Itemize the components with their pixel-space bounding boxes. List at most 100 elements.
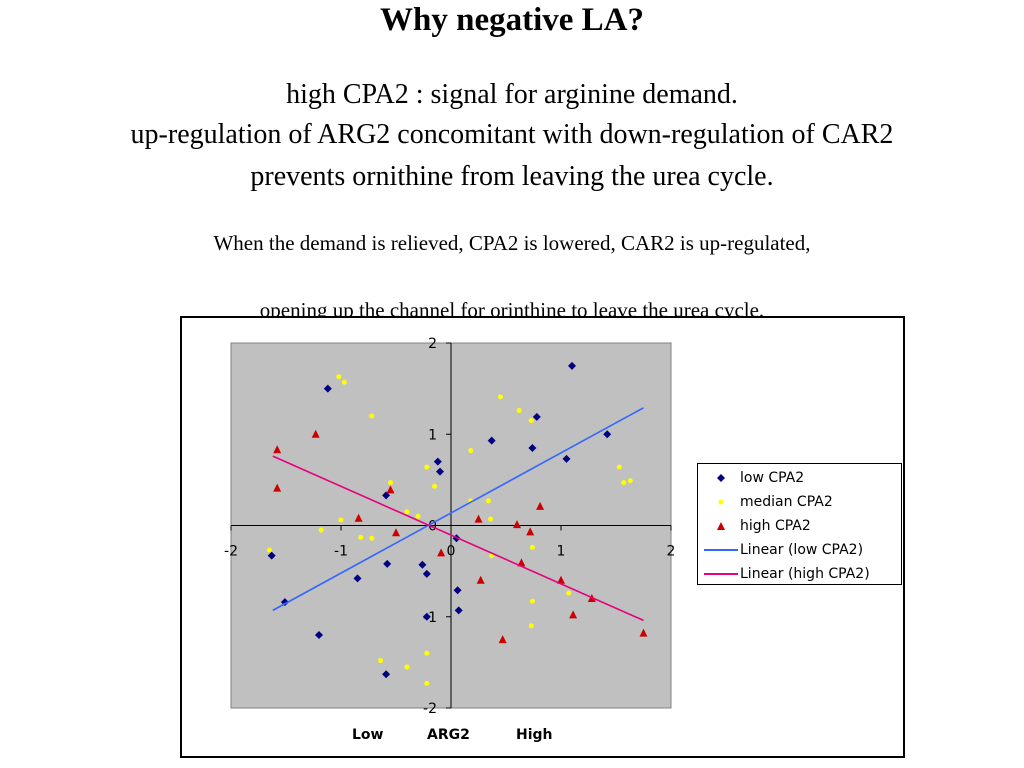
- data-point-low-cpa2: [315, 631, 323, 639]
- data-point-low-cpa2: [454, 606, 463, 615]
- data-point-high-cpa2: [569, 610, 578, 619]
- x-tick-label: 2: [667, 544, 676, 560]
- data-point-median-cpa2: [369, 413, 375, 419]
- data-point-high-cpa2: [498, 635, 507, 644]
- data-point-median-cpa2: [424, 680, 430, 686]
- legend-label: Linear (high CPA2): [740, 566, 870, 582]
- data-point-median-cpa2: [627, 478, 633, 484]
- data-point-low-cpa2: [603, 430, 612, 439]
- data-point-median-cpa2: [388, 480, 393, 486]
- data-point-high-cpa2: [392, 528, 400, 537]
- data-point-median-cpa2: [318, 527, 324, 533]
- data-point-high-cpa2: [437, 548, 446, 557]
- subtitle-line-2: up-regulation of ARG2 concomitant with d…: [130, 119, 894, 150]
- data-point-high-cpa2: [474, 514, 483, 523]
- data-point-low-cpa2: [532, 412, 541, 421]
- legend-label: median CPA2: [740, 494, 833, 510]
- data-point-median-cpa2: [498, 394, 503, 400]
- dot-marker-icon: [702, 497, 740, 507]
- data-point-high-cpa2: [273, 483, 282, 492]
- x-axis-label-arg2: ARG2: [427, 727, 470, 743]
- data-point-low-cpa2: [422, 612, 431, 621]
- data-point-median-cpa2: [424, 464, 430, 470]
- note-line-1: When the demand is relieved, CPA2 is low…: [213, 231, 811, 255]
- data-point-low-cpa2: [382, 670, 391, 679]
- data-point-low-cpa2: [453, 586, 462, 595]
- data-point-low-cpa2: [436, 467, 444, 476]
- data-point-median-cpa2: [529, 598, 535, 604]
- data-point-low-cpa2: [487, 436, 496, 445]
- subtitle-line-3: prevents ornithine from leaving the urea…: [250, 161, 774, 192]
- data-point-median-cpa2: [358, 534, 364, 540]
- x-axis-label-high: High: [516, 727, 553, 743]
- data-point-high-cpa2: [354, 513, 363, 522]
- subtitle-line-1: high CPA2 : signal for arginine demand.: [286, 79, 738, 110]
- data-point-median-cpa2: [338, 517, 344, 523]
- data-point-median-cpa2: [424, 650, 430, 656]
- y-tick-label: -2: [423, 701, 437, 717]
- data-point-low-cpa2: [422, 569, 431, 578]
- data-point-high-cpa2: [513, 520, 521, 529]
- y-tick-label: 1: [428, 427, 437, 443]
- data-point-high-cpa2: [386, 485, 395, 494]
- data-point-median-cpa2: [267, 547, 272, 553]
- data-point-low-cpa2: [353, 574, 362, 583]
- trendline-high-cpa2: [272, 455, 644, 622]
- data-point-low-cpa2: [433, 457, 442, 466]
- data-point-low-cpa2: [383, 559, 392, 568]
- chart-legend: low CPA2 median CPA2 high CPA2 Linear (l…: [697, 463, 902, 585]
- legend-item-linear-high-cpa2: Linear (high CPA2): [702, 562, 901, 586]
- x-tick-label: -2: [224, 544, 238, 560]
- y-tick-label: 2: [428, 336, 437, 352]
- x-tick-label: 0: [447, 544, 456, 560]
- line-swatch-icon: [702, 548, 740, 552]
- legend-item-low-cpa2: low CPA2: [702, 466, 901, 490]
- data-point-median-cpa2: [516, 408, 522, 414]
- data-point-high-cpa2: [536, 501, 545, 510]
- x-axis-label-low: Low: [352, 727, 384, 743]
- data-point-median-cpa2: [369, 535, 375, 541]
- data-point-high-cpa2: [557, 575, 565, 584]
- legend-item-linear-low-cpa2: Linear (low CPA2): [702, 538, 901, 562]
- trendline-low-cpa2: [272, 407, 644, 612]
- data-point-median-cpa2: [485, 498, 491, 504]
- data-point-high-cpa2: [517, 558, 526, 567]
- data-point-median-cpa2: [468, 448, 474, 454]
- data-point-high-cpa2: [273, 445, 282, 454]
- x-tick-label: 1: [557, 544, 566, 560]
- data-point-low-cpa2: [267, 551, 276, 560]
- chart-frame: -2-1012210-1-2 low CPA2 median CPA2 high…: [180, 316, 905, 758]
- data-point-high-cpa2: [526, 527, 535, 536]
- scatter-chart: -2-1012210-1-2: [224, 336, 676, 717]
- data-point-high-cpa2: [476, 575, 485, 584]
- data-point-high-cpa2: [311, 429, 320, 438]
- data-point-median-cpa2: [621, 480, 627, 486]
- data-point-median-cpa2: [528, 418, 534, 424]
- data-point-low-cpa2: [528, 443, 537, 452]
- legend-label: high CPA2: [740, 518, 811, 534]
- legend-label: low CPA2: [740, 470, 805, 486]
- data-point-median-cpa2: [336, 374, 342, 380]
- line-swatch-icon: [702, 572, 740, 576]
- legend-label: Linear (low CPA2): [740, 542, 864, 558]
- data-point-median-cpa2: [616, 464, 622, 470]
- data-point-median-cpa2: [528, 623, 534, 629]
- data-point-median-cpa2: [415, 513, 421, 519]
- triangle-marker-icon: [702, 521, 740, 531]
- data-point-low-cpa2: [280, 598, 289, 607]
- data-point-median-cpa2: [378, 658, 384, 664]
- data-point-median-cpa2: [404, 509, 410, 515]
- legend-item-median-cpa2: median CPA2: [702, 490, 901, 514]
- data-point-median-cpa2: [404, 664, 410, 670]
- data-point-median-cpa2: [488, 516, 494, 522]
- data-point-median-cpa2: [432, 483, 437, 489]
- data-point-median-cpa2: [529, 544, 535, 550]
- data-point-low-cpa2: [418, 560, 427, 569]
- data-point-low-cpa2: [562, 454, 571, 463]
- x-tick-label: -1: [334, 544, 348, 560]
- data-point-median-cpa2: [566, 590, 572, 596]
- data-point-median-cpa2: [341, 379, 347, 385]
- slide-title: Why negative LA?: [380, 2, 644, 38]
- data-point-low-cpa2: [568, 361, 576, 370]
- legend-item-high-cpa2: high CPA2: [702, 514, 901, 538]
